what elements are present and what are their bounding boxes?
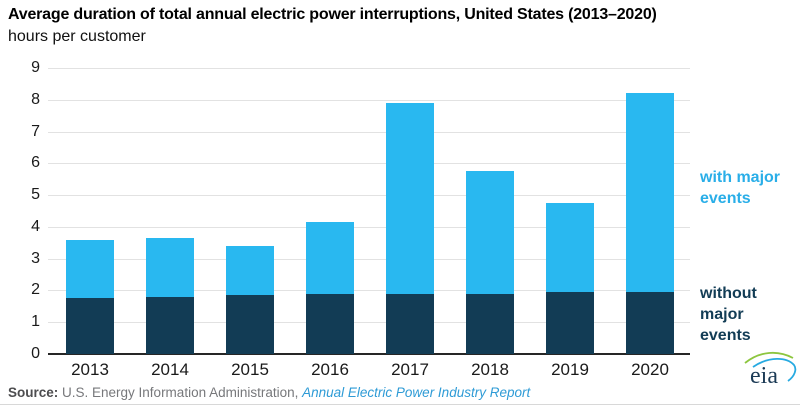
x-axis-line	[48, 353, 690, 355]
x-axis-label-2020: 2020	[631, 360, 669, 379]
bar-2016-without-major-events	[306, 293, 354, 354]
x-axis-label-2019: 2019	[551, 360, 589, 379]
gridline-y9	[48, 68, 690, 69]
gridline-y3	[48, 258, 690, 260]
x-axis-label-2017: 2017	[391, 360, 429, 379]
y-axis-tick-6: 6	[31, 154, 40, 172]
gridline-y6	[48, 163, 690, 165]
bar-2013-without-major-events	[66, 298, 114, 354]
x-axis-label-2015: 2015	[231, 360, 269, 379]
gridline-y4	[48, 226, 690, 228]
bar-2019-without-major-events	[546, 292, 594, 354]
source-label: Source:	[8, 385, 59, 400]
chart-title: Average duration of total annual electri…	[8, 6, 657, 23]
eia-logo-text: eia	[750, 363, 778, 389]
bar-2015-with-major-events	[226, 245, 274, 296]
y-axis-tick-3: 3	[31, 249, 40, 267]
x-axis-label-2014: 2014	[151, 360, 189, 379]
x-axis-label-2016: 2016	[311, 360, 349, 379]
eia-logo-green-arc	[744, 352, 794, 364]
y-axis-tick-7: 7	[31, 122, 40, 140]
chart-subtitle-units: hours per customer	[8, 28, 146, 45]
gridline-y8	[48, 99, 690, 101]
y-axis-tick-1: 1	[31, 313, 40, 331]
bar-2014-without-major-events	[146, 296, 194, 354]
bar-2014-with-major-events	[146, 238, 194, 297]
y-axis-tick-0: 0	[31, 345, 40, 362]
bar-2013-with-major-events	[66, 239, 114, 299]
gridline-y1	[48, 322, 690, 324]
y-axis-tick-5: 5	[31, 186, 40, 204]
gridline-y5	[48, 195, 690, 197]
source-attribution: Source: U.S. Energy Information Administ…	[8, 385, 728, 400]
x-axis-label-2018: 2018	[471, 360, 509, 379]
bar-2016-with-major-events	[306, 222, 354, 294]
bar-2017-without-major-events	[386, 293, 434, 354]
bar-2018-without-major-events	[466, 293, 514, 354]
bar-2020-without-major-events	[626, 292, 674, 354]
y-axis-tick-4: 4	[31, 217, 40, 235]
bar-2017-with-major-events	[386, 102, 434, 294]
source-organization: U.S. Energy Information Administration,	[58, 385, 303, 400]
y-axis-tick-8: 8	[31, 90, 40, 108]
bar-2020-with-major-events	[626, 93, 674, 293]
y-axis-tick-2: 2	[31, 281, 40, 299]
bar-2015-without-major-events	[226, 295, 274, 354]
legend-with-major-events: with major events	[700, 169, 781, 207]
bottom-divider	[0, 404, 800, 405]
eia-logo: eia	[744, 352, 797, 389]
source-report-link[interactable]: Annual Electric Power Industry Report	[302, 385, 531, 400]
gridline-y2	[48, 290, 690, 292]
eia-logo-blue-arc	[752, 357, 797, 382]
legend-without-major-events: without major events	[700, 285, 757, 344]
bar-2019-with-major-events	[546, 203, 594, 293]
bar-2018-with-major-events	[466, 171, 514, 294]
y-axis-tick-9: 9	[31, 59, 40, 76]
gridline-y7	[48, 131, 690, 133]
x-axis-label-2013: 2013	[71, 360, 109, 379]
